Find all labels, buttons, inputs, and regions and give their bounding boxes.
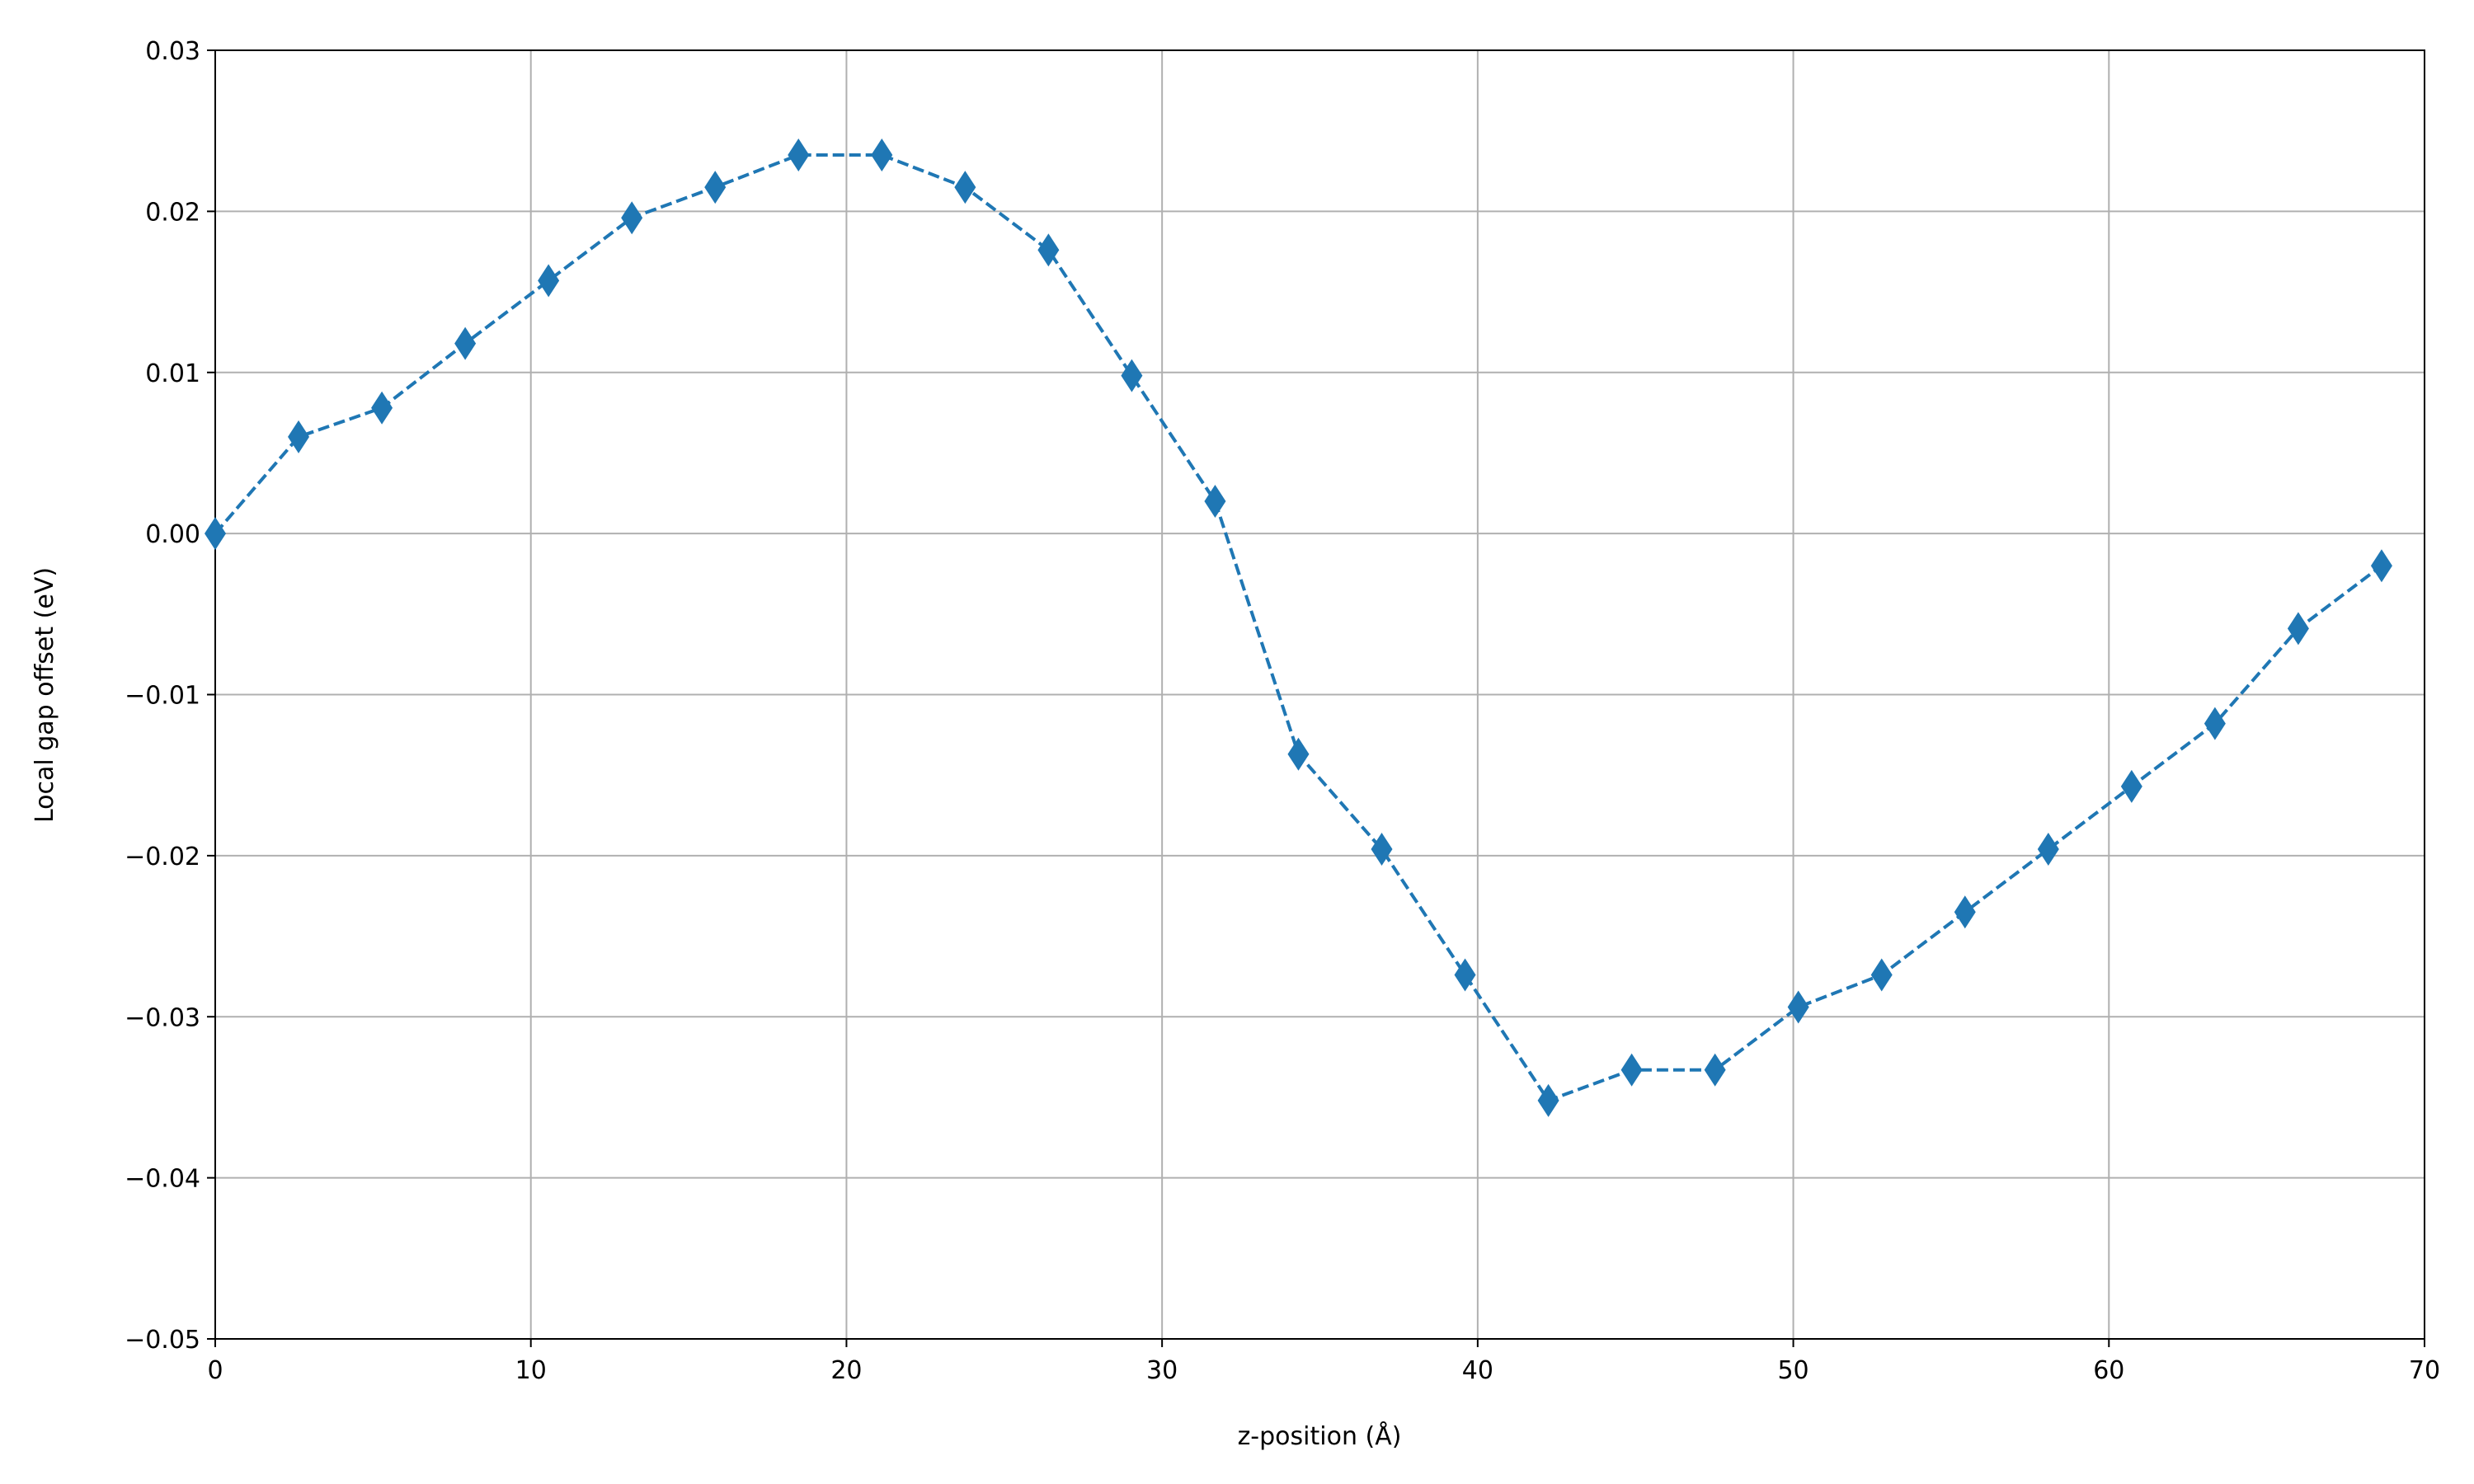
data-point <box>1037 233 1060 267</box>
data-point <box>1870 958 1893 992</box>
x-tick-label: 0 <box>207 1356 223 1385</box>
y-tick-label: −0.03 <box>125 1003 200 1032</box>
x-tick-label: 40 <box>1462 1356 1493 1385</box>
x-tick-label: 50 <box>1777 1356 1808 1385</box>
y-tick-label: −0.02 <box>125 843 200 871</box>
data-point <box>621 201 643 235</box>
data-point <box>1954 895 1976 929</box>
data-point <box>1454 958 1476 992</box>
data-point <box>704 171 727 204</box>
data-point <box>954 171 976 204</box>
data-point <box>871 138 893 171</box>
y-tick-label: 0.00 <box>145 520 200 549</box>
data-point <box>2287 612 2309 646</box>
data-point <box>538 264 560 298</box>
data-point <box>1704 1053 1726 1087</box>
data-point <box>1204 485 1226 519</box>
data-point <box>1787 990 1809 1024</box>
data-point <box>1121 359 1143 392</box>
y-tick-label: 0.02 <box>145 198 200 227</box>
x-axis-label: z-position (Å) <box>1238 1421 1402 1451</box>
y-tick-label: 0.01 <box>145 359 200 388</box>
plot-frame <box>214 49 2425 1340</box>
x-tick-label: 20 <box>830 1356 862 1385</box>
data-point <box>205 517 226 551</box>
data-point <box>2204 707 2226 740</box>
x-tick-label: 30 <box>1146 1356 1178 1385</box>
data-point <box>1537 1083 1559 1117</box>
y-tick-label: −0.01 <box>125 682 200 711</box>
data-point <box>288 420 310 453</box>
data-point <box>1371 833 1393 866</box>
data-point <box>788 138 810 171</box>
data-point <box>2120 769 2142 803</box>
x-tick-label: 60 <box>2093 1356 2124 1385</box>
data-line <box>214 153 2383 1103</box>
data-point <box>2370 549 2392 583</box>
x-tick-label: 10 <box>515 1356 547 1385</box>
y-tick-label: 0.03 <box>145 37 200 66</box>
y-axis-label: Local gap offset (eV) <box>31 567 59 823</box>
data-point <box>1620 1053 1643 1087</box>
data-point <box>454 326 477 360</box>
y-tick-label: −0.05 <box>125 1326 200 1355</box>
data-point <box>1287 737 1310 771</box>
x-tick-label: 70 <box>2409 1356 2440 1385</box>
y-tick-label: −0.04 <box>125 1165 200 1194</box>
data-point <box>371 391 393 425</box>
data-point <box>2037 833 2059 866</box>
